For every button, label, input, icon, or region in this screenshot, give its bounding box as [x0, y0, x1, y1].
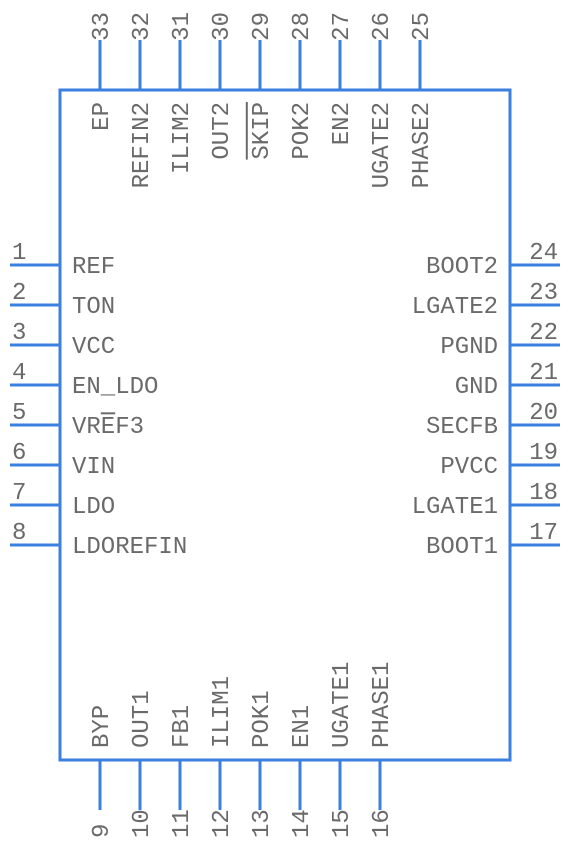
pin-16-label: PHASE1: [369, 662, 396, 748]
pin-1-label: REF: [72, 254, 115, 281]
pin-26-number: 26: [369, 12, 396, 41]
pin-16-number: 16: [369, 809, 396, 838]
pin-19-number: 19: [529, 440, 558, 467]
pin-14-number: 14: [289, 809, 316, 838]
pin-8-label: LDOREFIN: [72, 534, 187, 561]
pin-32-label: REFIN2: [129, 102, 156, 188]
pin-11-number: 11: [169, 809, 196, 838]
pin-6-number: 6: [12, 440, 26, 467]
pin-27-label: EN2: [329, 102, 356, 145]
pin-27-number: 27: [329, 12, 356, 41]
pin-2-number: 2: [12, 280, 26, 307]
pin-33-number: 33: [89, 12, 116, 41]
pin-22-number: 22: [529, 320, 558, 347]
pin-15-number: 15: [329, 809, 356, 838]
pin-12-label: ILIM1: [209, 676, 236, 748]
pin-23-label: LGATE2: [412, 294, 498, 321]
pin-11-label: FB1: [169, 705, 196, 748]
pin-14-label: EN1: [289, 705, 316, 748]
pin-30-label: OUT2: [209, 102, 236, 160]
pin-10-number: 10: [129, 809, 156, 838]
pin-12-number: 12: [209, 809, 236, 838]
pin-13-number: 13: [249, 809, 276, 838]
pin-3-label: VCC: [72, 334, 115, 361]
pin-20-number: 20: [529, 400, 558, 427]
pin-2-label: TON: [72, 294, 115, 321]
pin-28-label: POK2: [289, 102, 316, 160]
pin-31-number: 31: [169, 12, 196, 41]
pin-29-number: 29: [249, 12, 276, 41]
pin-29-label: SKIP: [249, 102, 276, 160]
pin-23-number: 23: [529, 280, 558, 307]
pin-7-number: 7: [12, 480, 26, 507]
pin-24-number: 24: [529, 240, 558, 267]
pin-26-label: UGATE2: [369, 102, 396, 188]
pin-18-label: LGATE1: [412, 494, 498, 521]
pin-20-label: SECFB: [426, 414, 498, 441]
pin-24-label: BOOT2: [426, 254, 498, 281]
pin-21-number: 21: [529, 360, 558, 387]
pin-4-number: 4: [12, 360, 26, 387]
pin-5-number: 5: [12, 400, 26, 427]
pin-4-label: EN_LDO: [72, 374, 158, 401]
pin-9-number: 9: [89, 824, 116, 838]
pin-22-label: PGND: [440, 334, 498, 361]
pin-28-number: 28: [289, 12, 316, 41]
pin-8-number: 8: [12, 520, 26, 547]
pin-13-label: POK1: [249, 690, 276, 748]
pin-5-label: VREF3: [72, 414, 144, 441]
pin-7-label: LDO: [72, 494, 115, 521]
pin-9-label: BYP: [89, 705, 116, 748]
pin-21-label: GND: [455, 374, 498, 401]
pin-6-label: VIN: [72, 454, 115, 481]
pin-17-number: 17: [529, 520, 558, 547]
pin-30-number: 30: [209, 12, 236, 41]
pin-25-label: PHASE2: [409, 102, 436, 188]
pin-31-label: ILIM2: [169, 102, 196, 174]
pin-3-number: 3: [12, 320, 26, 347]
pin-1-number: 1: [12, 240, 26, 267]
pin-17-label: BOOT1: [426, 534, 498, 561]
pin-10-label: OUT1: [129, 690, 156, 748]
pin-25-number: 25: [409, 12, 436, 41]
pin-19-label: PVCC: [440, 454, 498, 481]
ic-pinout-diagram: 1 REF 2 TON 3 VCC 4 EN_LDO 5 VREF3 6 VIN 7 LDO 8 LDOREF…: [0, 0, 568, 848]
pin-15-label: UGATE1: [329, 662, 356, 748]
pin-33-label: EP: [89, 102, 116, 131]
pin-18-number: 18: [529, 480, 558, 507]
pin-32-number: 32: [129, 12, 156, 41]
